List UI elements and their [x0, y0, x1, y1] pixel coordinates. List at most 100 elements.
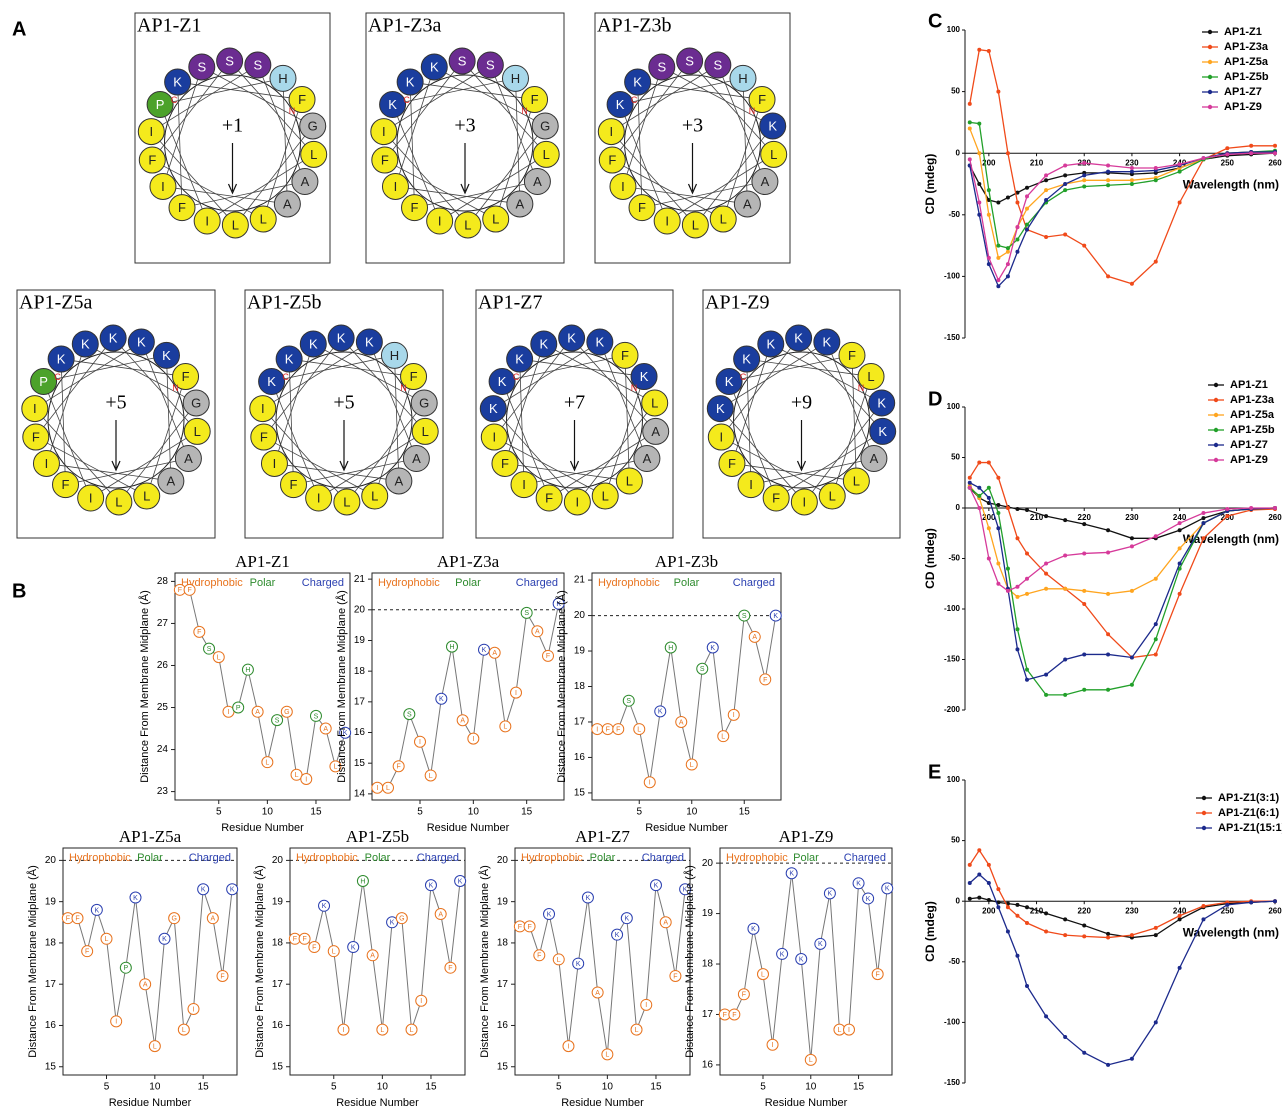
cd-point [1225, 507, 1230, 512]
wheel-spoke [721, 436, 833, 497]
cd-point [1129, 281, 1134, 286]
legend-label: AP1-Z3a [1224, 41, 1269, 53]
residue-point [216, 969, 229, 982]
residue-point-label: K [351, 944, 356, 951]
cd-point [996, 284, 1001, 289]
legend-marker [1201, 795, 1207, 801]
residue-point [119, 961, 132, 974]
cd-point [1082, 601, 1087, 606]
y-tick-label: 19 [702, 908, 714, 919]
cd-point [1025, 905, 1029, 910]
n-terminus: N [749, 106, 756, 116]
residue-label: K [309, 336, 318, 351]
residue-point-label: S [524, 610, 529, 617]
residue-point [435, 692, 448, 705]
wheel-spoke [434, 66, 546, 127]
wheel-spoke [162, 186, 288, 205]
legend-label: AP1-Z5a [1230, 409, 1275, 421]
residue-label: F [411, 200, 419, 215]
cd-point [1082, 161, 1087, 166]
residue-point [862, 892, 875, 905]
y-tick-label: 17 [702, 1009, 714, 1020]
residue-point [679, 883, 692, 896]
wheel-spoke [262, 99, 303, 220]
cd-point [996, 278, 1001, 283]
residue [704, 51, 732, 79]
residue-label: L [651, 395, 658, 410]
n-terminus: N [172, 383, 179, 393]
cd-point [996, 200, 1001, 205]
cd-point [1201, 156, 1206, 161]
cd-point [1201, 904, 1206, 909]
cd-point [1044, 571, 1049, 576]
wheel-spoke [289, 358, 414, 377]
legend-label: AP1-Z1 [1230, 379, 1268, 391]
residue-point [664, 641, 677, 654]
residue-point [308, 941, 321, 954]
x-tick-label: 15 [310, 807, 322, 818]
residue-point-label: H [360, 878, 365, 885]
cd-point [1129, 169, 1134, 174]
residue-point-label: L [637, 726, 641, 733]
residue-point-label: K [789, 871, 794, 878]
x-tick-label: 15 [739, 807, 751, 818]
wheel-spoke [689, 60, 774, 155]
y-tick-label: 16 [497, 1020, 509, 1031]
y-axis-label: Distance From Membrane Midplane (Å) [26, 865, 39, 1058]
residue-point [852, 877, 865, 890]
wheel-spoke [519, 358, 645, 377]
y-tick-label: -100 [944, 1018, 961, 1027]
residue-label: I [522, 477, 526, 492]
cd-point [1063, 1034, 1068, 1039]
cd-point [1082, 1050, 1087, 1055]
cd-point [996, 89, 1001, 94]
cd-point [967, 126, 972, 131]
wheel-spoke [720, 341, 828, 409]
c-terminus: C [171, 95, 178, 105]
y-tick-label: 18 [497, 938, 509, 949]
cd-point [1044, 198, 1049, 203]
residue [299, 112, 327, 140]
wheel-spoke [384, 159, 496, 220]
cd-point [986, 881, 991, 886]
residue [385, 467, 413, 495]
cd-point [1005, 506, 1010, 510]
residue [628, 194, 656, 222]
residue [381, 172, 409, 200]
wheel-spoke [722, 99, 763, 220]
cd-line [969, 873, 1276, 1066]
x-tick-label: 10 [262, 807, 274, 818]
cd-point [1025, 222, 1029, 227]
wheel-title: AP1-Z1 [137, 15, 201, 37]
wheel-spoke [770, 343, 882, 404]
residue-point-label: K [624, 916, 629, 923]
residue-point [591, 986, 604, 999]
wheel-spoke [543, 343, 655, 404]
x-tick-label: 10 [686, 807, 698, 818]
cd-point [1025, 576, 1029, 581]
residue-label: L [492, 211, 499, 226]
n-terminus: N [631, 383, 638, 393]
residue-point-label: A [323, 726, 328, 733]
cd-point [1177, 917, 1182, 922]
wheel-spoke [274, 463, 399, 482]
wheel-spoke [90, 431, 198, 499]
cd-point [1044, 929, 1049, 934]
residue-point [643, 776, 656, 789]
residue-label: L [194, 424, 201, 439]
residue [288, 86, 316, 114]
cd-point [1106, 550, 1111, 555]
residue [244, 51, 272, 79]
residue-point-label: K [773, 613, 778, 620]
residue-label: I [273, 456, 277, 471]
y-tick-label: 20 [702, 858, 714, 869]
residue-label: F [501, 456, 509, 471]
residue-point [737, 988, 750, 1001]
cd-point [996, 887, 1001, 892]
cd-point [1063, 182, 1068, 186]
cd-point [1044, 173, 1049, 178]
residue [510, 471, 538, 499]
wheel-inner-circle [506, 351, 643, 489]
residue [630, 363, 658, 391]
x-tick-label: 230 [1125, 906, 1139, 915]
